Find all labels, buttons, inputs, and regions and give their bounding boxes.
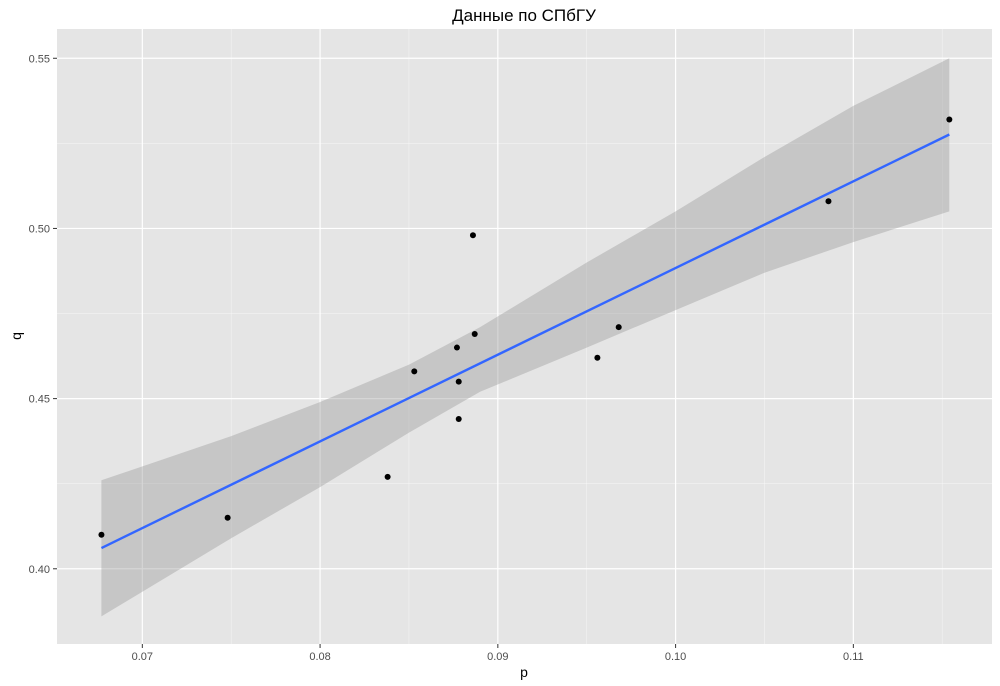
- x-axis-ticks: 0.07 0.08 0.09 0.10 0.11: [132, 644, 864, 663]
- y-tick-label: 0.50: [29, 223, 50, 235]
- x-tick-label: 0.10: [665, 651, 686, 663]
- data-point: [455, 378, 462, 385]
- data-point: [471, 330, 478, 337]
- data-point: [615, 324, 622, 331]
- x-tick-label: 0.09: [487, 651, 508, 663]
- minor-grid: [57, 29, 992, 644]
- y-tick-label: 0.55: [29, 53, 50, 65]
- data-point: [411, 368, 418, 375]
- data-point: [384, 473, 391, 480]
- confidence-band-layer: [101, 58, 950, 617]
- y-tick-label: 0.45: [29, 394, 50, 406]
- chart-title: Данные по СПбГУ: [452, 6, 596, 25]
- data-point: [469, 232, 476, 239]
- data-point: [224, 514, 231, 521]
- data-point: [453, 344, 460, 351]
- major-grid: [57, 29, 992, 644]
- data-point: [946, 116, 953, 123]
- regression-line: [100, 133, 950, 550]
- x-tick-label: 0.08: [309, 651, 330, 663]
- fit-line-layer: [100, 133, 950, 550]
- confidence-band: [101, 58, 950, 617]
- y-axis-ticks: 0.40 0.45 0.50 0.55: [29, 53, 57, 576]
- plot-panel: [57, 29, 992, 644]
- data-point: [825, 198, 832, 205]
- y-tick-label: 0.40: [29, 564, 50, 576]
- data-point: [594, 354, 601, 361]
- data-point: [455, 416, 462, 423]
- y-axis-title: q: [8, 332, 24, 340]
- x-tick-label: 0.07: [132, 651, 153, 663]
- x-tick-label: 0.11: [843, 651, 864, 663]
- points-layer: [98, 116, 953, 538]
- data-point: [98, 531, 105, 538]
- x-axis-title: p: [520, 664, 528, 680]
